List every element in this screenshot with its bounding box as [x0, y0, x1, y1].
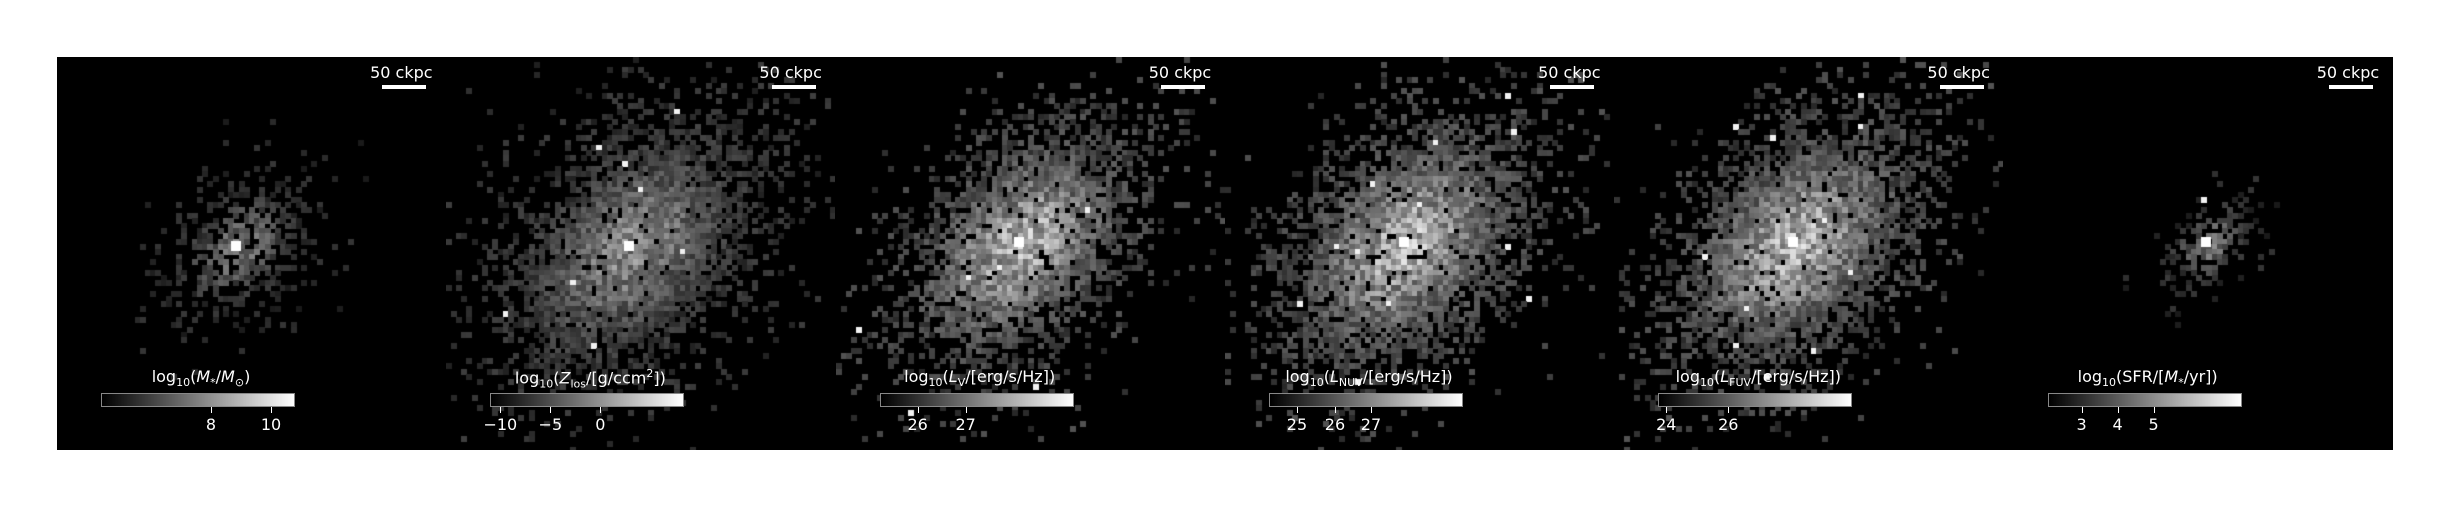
colorbar-title: log10(Zlos/[g/ccm2]) — [514, 367, 666, 391]
panel-star-formation-rate: 50 ckpc log10(SFR/[M*/yr]) 3 4 5 — [2003, 57, 2393, 450]
panel-stellar-mass: 50 ckpc log10(M*/M⊙) 8 10 — [57, 57, 447, 450]
colorbar-tick-label: 27 — [955, 415, 976, 434]
scale-bar-label: 50 ckpc — [1148, 63, 1212, 82]
pixel-map — [446, 57, 836, 450]
colorbar-tick-label: 26 — [1718, 415, 1739, 434]
panel-luminosity-nuv: 50 ckpc log10(LNUV/[erg/s/Hz]) 25 26 27 — [1224, 57, 1615, 450]
colorbar-tick-label: −10 — [483, 415, 518, 434]
pixel-map — [57, 57, 446, 450]
colorbar-title: log10(LFUV/[erg/s/Hz]) — [1675, 367, 1842, 390]
colorbar-tick-label: 3 — [2076, 415, 2087, 434]
colorbar-tick — [211, 407, 212, 413]
colorbar-tick — [965, 407, 967, 413]
colorbar-tick-label: 10 — [260, 415, 282, 434]
colorbar-title: log10(SFR/[M*/yr]) — [2077, 367, 2218, 390]
colorbar-tick — [2117, 407, 2119, 413]
colorbar-tick — [1370, 407, 1372, 413]
colorbar-tick — [1296, 407, 1298, 413]
colorbar — [1658, 393, 1853, 407]
colorbar — [2047, 393, 2242, 407]
scale-bar — [771, 85, 816, 89]
scale-bar — [1160, 85, 1205, 89]
scale-bar-label: 50 ckpc — [2316, 63, 2380, 82]
colorbar-tick — [1334, 407, 1336, 413]
panel-luminosity-v: 50 ckpc log10(LV/[erg/s/Hz]) 26 27 — [835, 57, 1225, 450]
colorbar-tick-label: 5 — [2148, 415, 2159, 434]
colorbar-tick — [2153, 407, 2155, 413]
scale-bar — [1550, 85, 1595, 89]
scale-bar-label: 50 ckpc — [370, 63, 433, 82]
panel-metallicity: 50 ckpc log10(Zlos/[g/ccm2]) −10 −5 0 — [446, 57, 836, 450]
panel-luminosity-fuv: 50 ckpc log10(LFUV/[erg/s/Hz]) 24 26 — [1614, 57, 2004, 450]
colorbar-title: log10(LV/[erg/s/Hz]) — [904, 367, 1056, 390]
colorbar-tick — [550, 407, 552, 413]
scale-bar — [2328, 85, 2373, 89]
scale-bar-label: 50 ckpc — [759, 63, 822, 82]
scale-bar — [1939, 85, 1984, 89]
colorbar-tick — [1666, 407, 1668, 413]
scale-bar-label: 50 ckpc — [1538, 63, 1601, 82]
colorbar-tick-label: 27 — [1360, 415, 1382, 434]
colorbar-tick — [1728, 407, 1730, 413]
colorbar-tick-label: −5 — [538, 415, 563, 434]
colorbar-tick-label: 26 — [907, 415, 928, 434]
colorbar-tick-label: 4 — [2112, 415, 2123, 434]
image-panel-strip: 50 ckpc log10(M*/M⊙) 8 10 50 ckpc log10(Z… — [57, 57, 2393, 450]
colorbar-title: log10(LNUV/[erg/s/Hz]) — [1285, 367, 1453, 390]
colorbar-tick — [600, 407, 602, 413]
colorbar — [1268, 393, 1463, 407]
pixel-map — [1224, 57, 1614, 450]
colorbar — [490, 393, 685, 407]
colorbar — [101, 393, 295, 407]
colorbar-tick — [2081, 407, 2083, 413]
pixel-map — [835, 57, 1225, 450]
colorbar-tick — [500, 407, 502, 413]
pixel-map — [2003, 57, 2393, 450]
colorbar-tick-label: 8 — [205, 415, 217, 434]
colorbar-tick — [917, 407, 919, 413]
colorbar-tick-label: 25 — [1286, 415, 1308, 434]
colorbar-title: log10(M*/M⊙) — [151, 367, 251, 390]
colorbar-tick-label: 0 — [595, 415, 606, 434]
colorbar-tick — [271, 407, 272, 413]
colorbar-tick-label: 26 — [1324, 415, 1346, 434]
scale-bar — [382, 85, 427, 89]
colorbar-tick-label: 24 — [1656, 415, 1677, 434]
pixel-map — [1614, 57, 2004, 450]
colorbar — [879, 393, 1074, 407]
scale-bar-label: 50 ckpc — [1927, 63, 1990, 82]
